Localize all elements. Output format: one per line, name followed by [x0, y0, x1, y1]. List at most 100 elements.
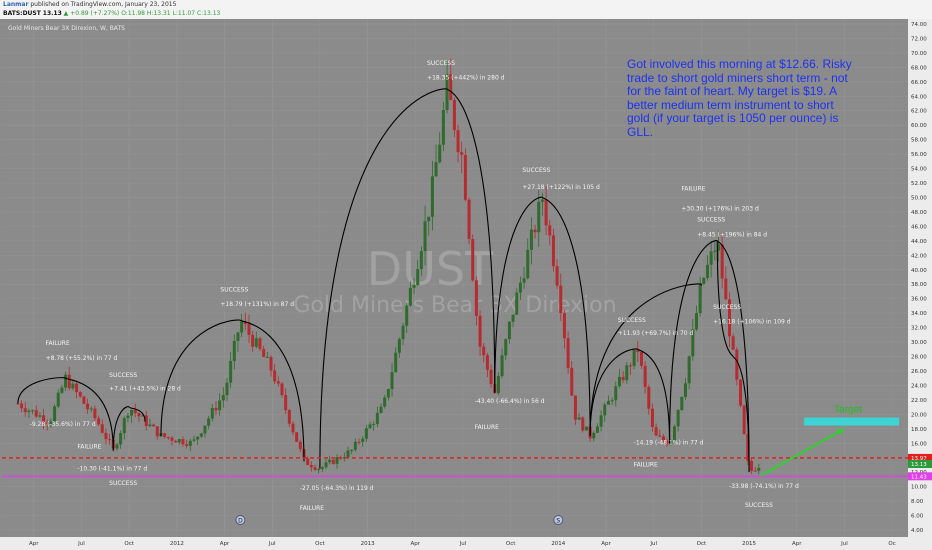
candle-body	[313, 467, 317, 470]
x-tick-label: 2015	[742, 541, 756, 547]
chart-title: Gold Miners Bear 3X Direxion, W, BATS	[8, 25, 125, 32]
candle-body	[295, 432, 299, 442]
candle-body	[529, 229, 533, 250]
y-tick-label: 58.00	[911, 138, 927, 144]
candle-body	[489, 369, 493, 385]
candle-body	[606, 400, 610, 405]
candle-body	[749, 460, 753, 471]
candle-body	[368, 424, 372, 429]
candle-body	[643, 365, 647, 387]
candle-body	[478, 315, 482, 347]
candle-body	[603, 404, 607, 416]
candle-body	[592, 432, 596, 439]
candle-body	[632, 349, 636, 367]
candle-body	[203, 425, 207, 434]
candle-body	[573, 395, 577, 420]
y-tick-label: 16.00	[911, 441, 927, 447]
cycle-arc	[319, 88, 496, 469]
candle-body	[174, 440, 178, 443]
candle-body	[716, 244, 720, 251]
candle-body	[584, 426, 588, 431]
price-change: ▲ +0.89 (+7.27%)	[63, 10, 120, 17]
candle-body	[280, 383, 284, 396]
candle-body	[320, 467, 324, 470]
event-marker[interactable]	[235, 515, 246, 525]
candle-body	[544, 199, 548, 226]
author-name[interactable]: Lanmar	[3, 1, 29, 8]
candle-body	[188, 440, 192, 446]
candle-body	[163, 433, 167, 437]
x-tick-label: Jul	[459, 541, 467, 547]
candle-body	[254, 338, 258, 347]
candle-body	[23, 408, 27, 413]
candle-body	[474, 280, 478, 316]
candle-body	[214, 407, 218, 411]
y-tick-label: 26.00	[911, 369, 927, 375]
candle-body	[31, 410, 35, 412]
candle-body	[731, 336, 735, 350]
y-tick-label: 18.00	[911, 427, 927, 433]
candle-body	[93, 408, 97, 419]
candle-body	[555, 266, 559, 286]
x-axis-panel	[0, 537, 908, 550]
candle-body	[727, 299, 731, 337]
candle-body	[397, 339, 401, 353]
candle-body	[251, 334, 255, 347]
annotation-label: FAILURE	[300, 505, 324, 512]
candle-body	[496, 376, 500, 394]
y-axis[interactable]: 4.006.008.0010.0012.0014.0016.0018.0020.…	[908, 19, 932, 550]
annotation-label: FAILURE	[681, 185, 705, 192]
x-tick-label: Oct	[315, 541, 325, 547]
y-tick-label: 4.00	[911, 528, 924, 534]
annotation-label: -33.98 (-74.1%) in 77 d	[729, 483, 799, 490]
target-arrow-line	[760, 427, 845, 477]
x-tick-label: Oct	[697, 541, 707, 547]
annotation-label: -9.28 (-35.6%) in 77 d	[30, 421, 96, 428]
candle-body	[291, 423, 295, 433]
candle-body	[471, 239, 475, 281]
published-text: published on TradingView.com, January 23…	[30, 1, 177, 8]
candle-body	[357, 441, 361, 443]
candle-body	[562, 313, 566, 339]
candle-body	[115, 444, 119, 449]
candle-body	[269, 356, 273, 371]
candle-body	[412, 284, 416, 288]
last-price: 13.13	[42, 10, 62, 17]
y-tick-label: 38.00	[911, 282, 927, 288]
candle-body	[38, 415, 42, 417]
candle-body	[16, 403, 20, 405]
x-axis[interactable]: Apr Jul Oct 2012 Apr Jul Oct 2013 Apr Jul Oct 2014 A…	[0, 537, 908, 550]
candle-body	[511, 314, 515, 322]
candle-body	[45, 422, 49, 424]
candle-body	[676, 409, 680, 427]
candle-body	[625, 365, 629, 381]
candle-body	[724, 278, 728, 300]
y-tick-label: 72.00	[911, 36, 927, 42]
candle-body	[196, 436, 200, 440]
candle-body	[551, 235, 555, 267]
candle-body	[185, 444, 189, 446]
candle-body	[130, 409, 134, 416]
candle-body	[705, 264, 709, 278]
y-tick-label: 30.00	[911, 340, 927, 346]
y-tick-label: 22.00	[911, 398, 927, 404]
annotation-label: SUCCESS	[220, 286, 248, 293]
annotation-label: +8.45 (+196%) in 84 d	[697, 232, 767, 239]
candle-body	[672, 426, 676, 441]
candle-body	[533, 229, 537, 233]
candle-body	[408, 287, 412, 306]
candle-body	[317, 469, 321, 471]
candle-body	[82, 396, 86, 404]
candle-body	[284, 395, 288, 411]
y-tick-label: 62.00	[911, 109, 927, 115]
candle-body	[133, 409, 137, 414]
y-tick-label: 50.00	[911, 195, 927, 201]
candle-body	[669, 440, 673, 446]
candle-body	[628, 365, 632, 367]
event-marker[interactable]	[553, 515, 564, 525]
candle-body	[452, 99, 456, 131]
candle-body	[621, 376, 625, 381]
current-price-tag	[908, 460, 932, 469]
